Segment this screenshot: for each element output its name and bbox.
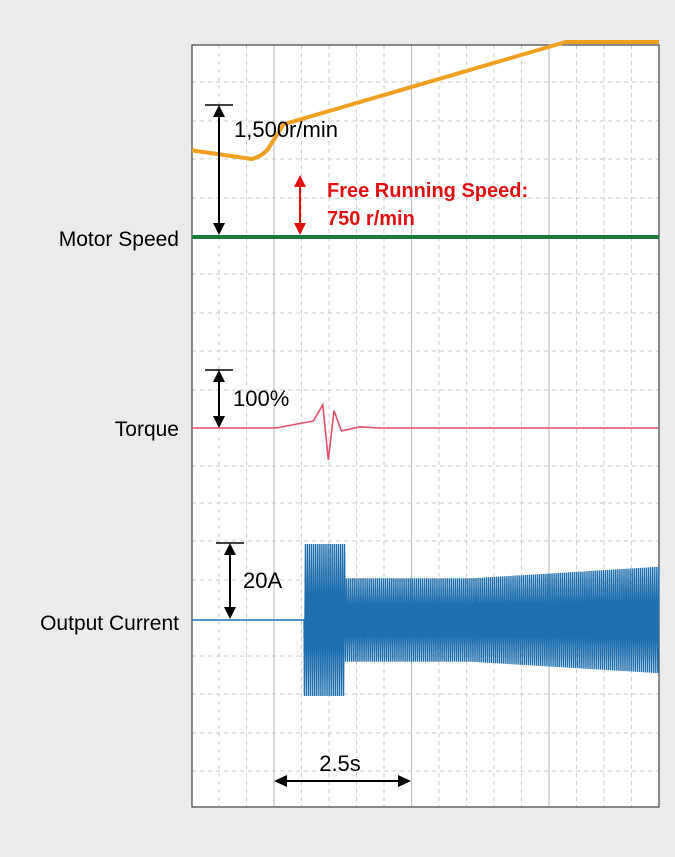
torque-scale-label: 100% bbox=[233, 386, 289, 411]
output-current-trace bbox=[192, 543, 660, 697]
time-scale-label: 2.5s bbox=[319, 751, 361, 776]
time-scale-arrow bbox=[274, 775, 411, 787]
traces bbox=[191, 40, 660, 697]
torque-label: Torque bbox=[115, 418, 179, 441]
current-scale-arrow bbox=[216, 542, 244, 619]
free-running-label-line1: Free Running Speed: bbox=[327, 180, 528, 202]
free-running-arrow bbox=[294, 175, 306, 235]
free-running-label-line2: 750 r/min bbox=[327, 208, 415, 230]
motor-speed-trace bbox=[191, 40, 659, 161]
output-current-label: Output Current bbox=[40, 612, 179, 635]
speed-scale-label: 1,500r/min bbox=[234, 117, 338, 142]
torque-scale-arrow bbox=[205, 369, 233, 428]
speed-scale-arrow bbox=[205, 104, 233, 235]
plot-frame bbox=[191, 44, 660, 808]
torque-trace bbox=[192, 402, 659, 460]
current-scale-label: 20A bbox=[243, 568, 282, 593]
motor-speed-label: Motor Speed bbox=[59, 228, 179, 251]
scale-arrows bbox=[205, 104, 411, 787]
plot-area bbox=[192, 45, 659, 807]
